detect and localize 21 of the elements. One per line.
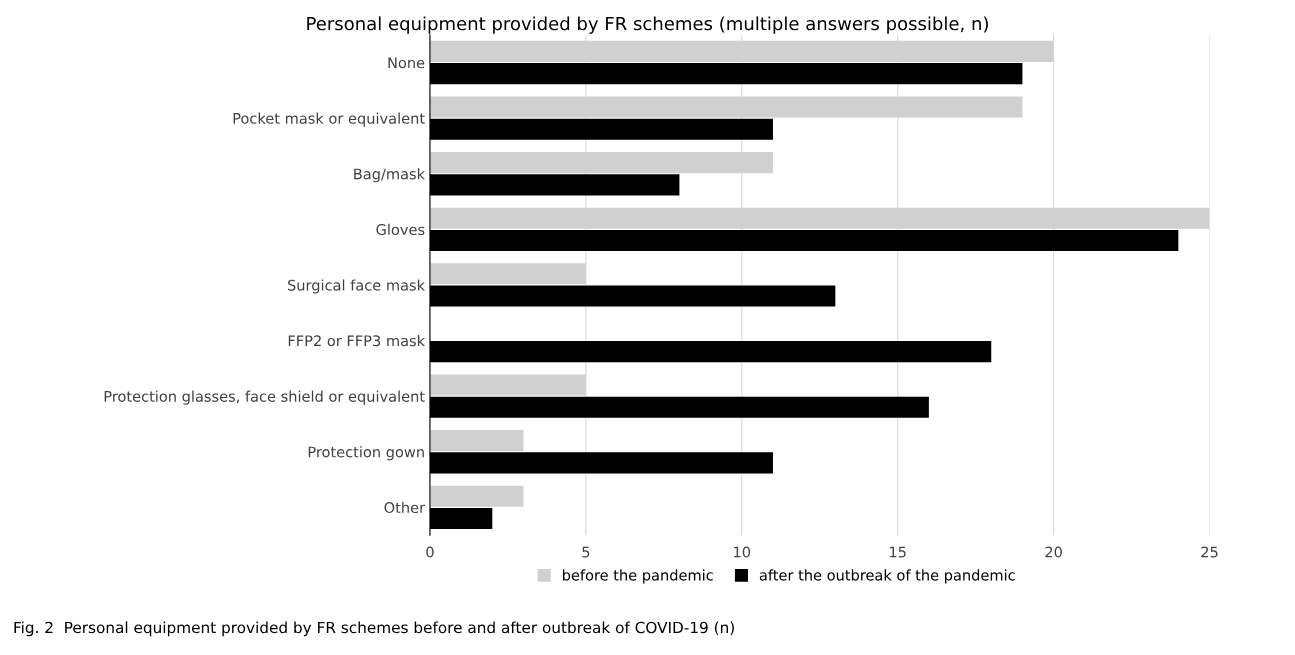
caption: Fig. 2 Personal equipment provided by FR schemes before and after outbreak of COVID-19 (n) <box>14 621 734 637</box>
y-tick-label: None <box>388 57 425 69</box>
legend-label: after the outbreak of the pandemic <box>759 569 1015 584</box>
x-tick-label: 0 <box>426 546 434 558</box>
x-tick-label: 10 <box>734 546 751 558</box>
x-tick-label: 5 <box>582 546 590 558</box>
legend-label: before the pandemic <box>563 569 713 584</box>
y-tick-label: Protection glasses, face shield or equivalent <box>104 390 425 405</box>
y-tick-label: Gloves <box>376 223 425 236</box>
y-tick-label: Pocket mask or equivalent <box>233 112 425 127</box>
bar <box>429 430 524 452</box>
x-tick-label: 15 <box>890 546 906 558</box>
y-tick-label: Protection gown <box>308 446 424 461</box>
x-tick-label: 25 <box>1201 546 1218 558</box>
y-tick-label: Bag/mask <box>354 168 426 183</box>
x-tick-label: 20 <box>1045 546 1062 558</box>
y-tick-label: Surgical face mask <box>287 279 426 294</box>
y-tick-label: Other <box>384 501 426 514</box>
chart-title: Personal equipment provided by FR schemes (multiple answers possible, n) <box>307 16 988 34</box>
y-tick-label: FFP2 or FFP3 mask <box>288 334 426 347</box>
bar <box>429 485 524 507</box>
